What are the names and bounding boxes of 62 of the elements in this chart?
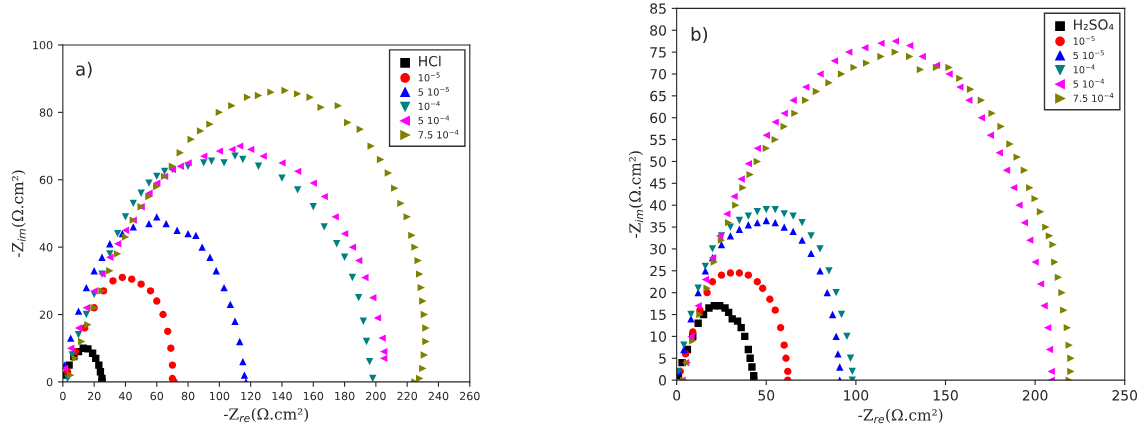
x-axis-title: -Z$_{re}$(Ω.cm²) <box>223 407 309 423</box>
x-tick-label: 150 <box>933 390 958 401</box>
legend-label: 10$^{−5}$ <box>1073 36 1095 45</box>
legend-label: 5 10$^{−4}$ <box>418 115 450 125</box>
y-tick-label: 20 <box>650 287 667 299</box>
x-tick-label: 50 <box>758 390 775 401</box>
x-tick-label: 240 <box>428 391 449 401</box>
x-tick-label: 180 <box>335 391 355 401</box>
y-tick-label: 0 <box>46 377 53 387</box>
y-tick-label: 35 <box>650 222 666 233</box>
y-tick-label: 40 <box>649 200 667 211</box>
x-tick-label: 200 <box>1022 390 1048 401</box>
y-tick-label: 0 <box>659 375 667 386</box>
x-tick-label: 0 <box>673 390 681 401</box>
y-tick-label: 45 <box>649 178 666 189</box>
y-tick-label: 80 <box>650 25 667 36</box>
x-tick-label: 260 <box>459 391 480 401</box>
x-tick-label: 140 <box>272 391 292 401</box>
y-tick-label: 80 <box>39 108 53 117</box>
y-tick-label: 5 <box>659 353 666 364</box>
x-tick-label: 20 <box>87 391 101 401</box>
x-tick-label: 100 <box>844 390 869 401</box>
x-tick-label: 60 <box>150 391 164 401</box>
annotation: b) <box>691 26 708 44</box>
legend-label: HCl <box>419 55 441 67</box>
y-tick-label: 55 <box>650 134 666 146</box>
legend-label: 5 10$^{−5}$ <box>1073 50 1104 60</box>
y-tick-label: 10 <box>650 331 667 342</box>
y-tick-label: 20 <box>39 310 53 319</box>
x-tick-label: 40 <box>118 391 132 401</box>
y-tick-label: 85 <box>650 3 666 14</box>
legend-label: 10$^{−5}$ <box>418 72 440 82</box>
x-tick-label: 120 <box>241 391 261 401</box>
x-tick-label: 220 <box>397 391 418 401</box>
y-tick-label: 70 <box>650 68 667 80</box>
y-tick-label: 50 <box>650 156 667 167</box>
y-axis-title: -Z$_{im}$(Ω.cm²) <box>628 151 644 238</box>
y-tick-label: 75 <box>650 47 666 58</box>
y-tick-label: 65 <box>650 90 666 102</box>
x-tick-label: 0 <box>60 391 66 401</box>
y-tick-label: 40 <box>39 243 53 252</box>
legend-label: 10$^{−4}$ <box>1073 64 1095 74</box>
y-tick-label: 15 <box>650 309 666 321</box>
x-tick-label: 250 <box>1112 390 1138 401</box>
annotation: a) <box>76 61 92 78</box>
y-tick-label: 60 <box>650 112 667 124</box>
y-tick-label: 100 <box>33 40 53 50</box>
legend-label: 5 10$^{−4}$ <box>1073 78 1105 88</box>
legend-label: 7.5 10$^{−4}$ <box>418 129 459 139</box>
y-tick-label: 25 <box>650 265 666 277</box>
legend-label: 10$^{−4}$ <box>418 101 440 110</box>
x-axis-title: -Z$_{re}$(Ω.cm²) <box>858 408 943 424</box>
legend-label: 5 10$^{−5}$ <box>418 86 449 96</box>
y-tick-label: 30 <box>650 243 667 255</box>
x-tick-label: 80 <box>181 391 195 401</box>
legend-label: 7.5 10$^{−4}$ <box>1073 93 1114 102</box>
x-tick-label: 160 <box>303 391 324 401</box>
x-tick-label: 100 <box>209 391 230 401</box>
x-tick-label: 200 <box>366 391 386 401</box>
y-tick-label: 60 <box>39 175 53 185</box>
y-axis-title: -Z$_{im}$(Ω.cm²) <box>11 170 26 257</box>
legend-label: H₂SO₄ <box>1074 19 1114 30</box>
